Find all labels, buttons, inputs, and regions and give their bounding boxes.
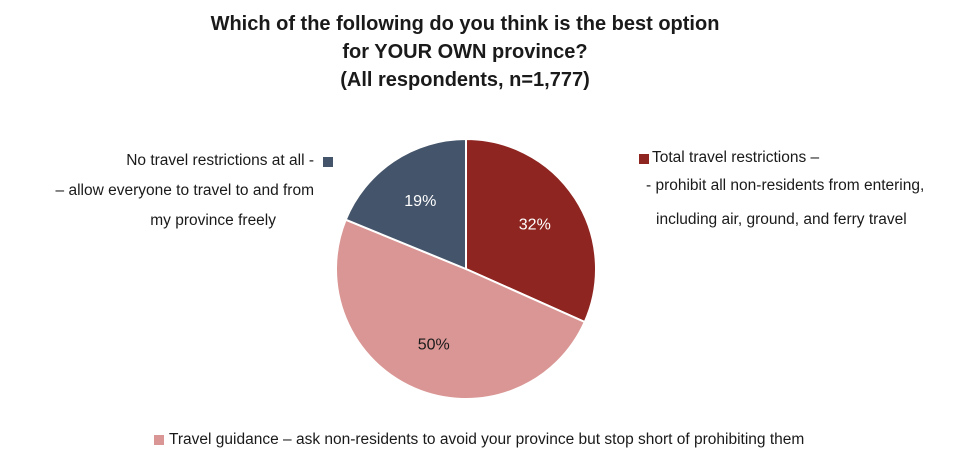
legend-no-restrictions-line-1: No travel restrictions at all -: [126, 152, 314, 169]
legend-no-restrictions: No travel restrictions at all - – allow …: [56, 148, 314, 234]
pie-label-travel-guidance: 50%: [418, 336, 450, 353]
legend-total-restrictions: Total travel restrictions – - prohibit a…: [646, 145, 924, 233]
pie-label-no-restrictions: 19%: [404, 193, 436, 210]
chart-title-line-1: Which of the following do you think is t…: [210, 13, 720, 35]
legend-total-restrictions-line-3: including air, ground, and ferry travel: [656, 211, 907, 228]
legend-swatch-travel-guidance: [154, 435, 164, 445]
pie-slice-no-restrictions: [344, 137, 467, 271]
legend-total-restrictions-line-2: - prohibit all non-residents from enteri…: [646, 177, 925, 194]
chart-title-line-3: (All respondents, n=1,777): [340, 69, 590, 91]
legend-total-restrictions-line-1: Total travel restrictions –: [652, 149, 820, 166]
chart-title-line-2: for YOUR OWN province?: [342, 41, 588, 63]
legend-swatch-total-restrictions: [639, 154, 649, 164]
legend-no-restrictions-line-3: my province freely: [150, 212, 276, 229]
legend-travel-guidance-line-1: Travel guidance – ask non-residents to a…: [169, 431, 805, 448]
legend-no-restrictions-line-2: – allow everyone to travel to and from: [55, 182, 314, 199]
pie-slice-total-restrictions: [465, 137, 597, 324]
pie-label-total-restrictions: 32%: [519, 216, 551, 233]
pie-slice-travel-guidance: [335, 218, 587, 400]
legend-travel-guidance: Travel guidance – ask non-residents to a…: [169, 427, 804, 453]
legend-swatch-no-restrictions: [323, 157, 333, 167]
chart-title: Which of the following do you think is t…: [0, 10, 930, 94]
